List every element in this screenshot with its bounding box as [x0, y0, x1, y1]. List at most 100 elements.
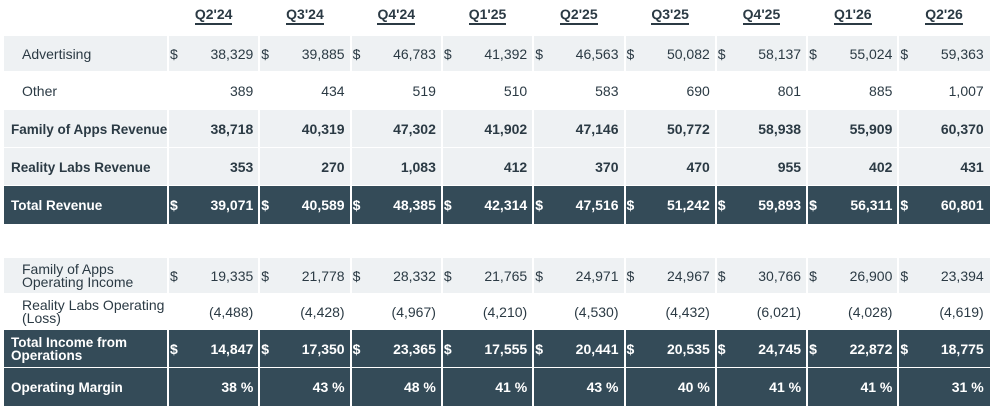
column-divider [714, 148, 717, 186]
table-row: Family of Apps Revenue 38,718 40,319 47,302… [4, 110, 990, 148]
currency-symbol: $ [352, 268, 361, 284]
cell-value: 1,007 [948, 83, 984, 99]
column-divider [806, 330, 809, 368]
cell-value: 50,772 [666, 121, 710, 137]
column-divider [440, 330, 443, 368]
table-row: Total Income from Operations $14,847 $17,3… [4, 330, 990, 368]
table-row: Family of Apps Operating Income $19,335 $2… [4, 258, 990, 294]
row-label: Family of Apps Revenue [11, 121, 168, 137]
currency-symbol: $ [261, 268, 270, 284]
cell-value: 583 [595, 83, 619, 99]
row-label: Total Income from Operations [11, 335, 128, 363]
cell-value: (4,530) [574, 304, 619, 320]
column-divider [623, 186, 626, 224]
row-label: Reality Labs Revenue [11, 159, 151, 175]
table-row: Reality Labs Revenue 353 270 1,083 412 370 470… [4, 148, 990, 186]
cell-value: 24,745 [758, 341, 802, 357]
cell-value: 59,363 [940, 46, 984, 62]
column-divider [623, 36, 626, 72]
cell-value: 41,392 [484, 46, 528, 62]
column-divider [167, 72, 169, 110]
currency-symbol: $ [900, 197, 909, 213]
column-divider [532, 110, 535, 148]
column-divider [806, 36, 809, 72]
column-divider [714, 110, 717, 148]
currency-symbol: $ [352, 197, 361, 213]
cell-value: 46,783 [393, 46, 436, 62]
column-divider [897, 294, 900, 330]
column-divider [167, 36, 169, 72]
row-label: Family of Apps Operating Income [22, 261, 134, 290]
column-divider [623, 148, 626, 186]
row-label: Operating Margin [11, 379, 123, 395]
cell-value: (4,967) [391, 304, 436, 320]
cell-value: 48 % [403, 379, 436, 395]
currency-symbol: $ [535, 197, 543, 213]
column-divider [349, 186, 352, 224]
currency-symbol: $ [809, 197, 817, 213]
table-row: Other 389 434 519 510 583 690 801 885 1,007 [4, 72, 990, 110]
cell-value: 30,766 [758, 268, 802, 284]
currency-symbol: $ [900, 268, 909, 284]
row-label: Advertising [22, 45, 92, 62]
row-label: Total Revenue [11, 197, 103, 213]
cell-value: 270 [321, 159, 345, 175]
currency-symbol: $ [809, 268, 817, 284]
currency-symbol: $ [170, 268, 178, 284]
cell-value: 38,718 [210, 121, 254, 137]
cell-value: 353 [229, 159, 254, 175]
row-label: Reality Labs Operating (Loss) [22, 297, 165, 326]
currency-symbol: $ [443, 46, 452, 62]
column-divider [897, 148, 900, 186]
quarter-header: Q4'25 [716, 0, 807, 30]
cell-value: 19,335 [210, 268, 254, 284]
column-divider [440, 258, 443, 294]
column-divider [623, 330, 626, 368]
cell-value: (6,021) [756, 304, 802, 320]
quarter-header: Q3'25 [625, 0, 716, 30]
cell-value: 955 [777, 159, 802, 175]
cell-value: 31 % [951, 379, 984, 395]
table-row: Reality Labs Operating (Loss) (4,488) (4,4… [4, 294, 990, 330]
cell-value: 41 % [860, 379, 893, 395]
column-divider [532, 72, 535, 110]
currency-symbol: $ [443, 268, 452, 284]
column-divider [258, 72, 261, 110]
currency-symbol: $ [261, 46, 270, 62]
cell-value: 21,765 [484, 268, 528, 284]
column-divider [714, 368, 717, 406]
cell-value: 38,329 [210, 46, 254, 62]
cell-value: 41 % [769, 379, 802, 395]
quarter-header: Q3'24 [259, 0, 350, 30]
cell-value: 801 [777, 83, 802, 99]
column-divider [167, 294, 169, 330]
currency-symbol: $ [626, 46, 635, 62]
column-divider [258, 36, 261, 72]
cell-value: 42,314 [484, 197, 528, 213]
column-divider [806, 368, 809, 406]
cell-value: 56,311 [850, 197, 893, 213]
cell-value: 18,775 [940, 341, 984, 357]
column-divider [623, 294, 626, 330]
quarter-header-label: Q2'26 [925, 6, 963, 25]
column-divider [806, 72, 809, 110]
cell-value: 14,847 [210, 341, 254, 357]
column-divider [440, 294, 443, 330]
column-divider [258, 294, 261, 330]
cell-value: 47,302 [393, 121, 436, 137]
currency-symbol: $ [626, 341, 635, 357]
column-divider [167, 368, 169, 406]
currency-symbol: $ [261, 341, 270, 357]
cell-value: 43 % [586, 379, 619, 395]
table-row: Total Revenue $39,071 $40,589 $48,385 $42,31… [4, 186, 990, 224]
column-divider [258, 148, 261, 186]
column-divider [897, 330, 900, 368]
currency-symbol: $ [170, 197, 178, 213]
cell-value: 23,365 [393, 341, 436, 357]
column-divider [167, 258, 169, 294]
column-divider [532, 148, 535, 186]
currency-symbol: $ [170, 341, 178, 357]
cell-value: 389 [229, 83, 254, 99]
column-divider [440, 148, 443, 186]
cell-value: 48,385 [393, 197, 436, 213]
